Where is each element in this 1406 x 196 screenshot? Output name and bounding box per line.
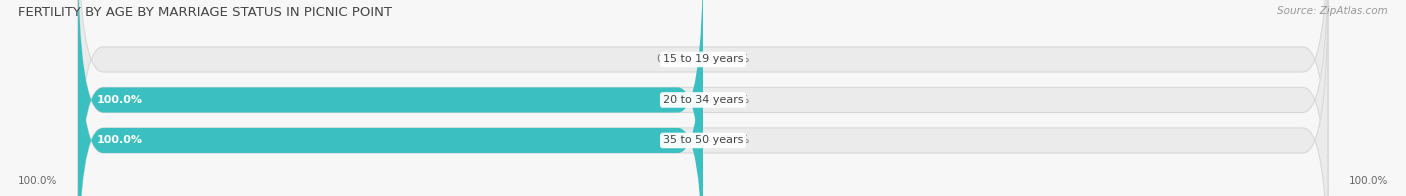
Text: 0.0%: 0.0%	[721, 95, 749, 105]
Text: Source: ZipAtlas.com: Source: ZipAtlas.com	[1277, 6, 1388, 16]
FancyBboxPatch shape	[79, 0, 703, 196]
Text: 20 to 34 years: 20 to 34 years	[662, 95, 744, 105]
FancyBboxPatch shape	[79, 0, 1327, 196]
FancyBboxPatch shape	[79, 0, 1327, 196]
FancyBboxPatch shape	[79, 0, 1327, 196]
Text: 0.0%: 0.0%	[657, 54, 685, 64]
Text: FERTILITY BY AGE BY MARRIAGE STATUS IN PICNIC POINT: FERTILITY BY AGE BY MARRIAGE STATUS IN P…	[18, 6, 392, 19]
Text: 100.0%: 100.0%	[97, 135, 143, 145]
Text: 100.0%: 100.0%	[18, 176, 58, 186]
Text: 100.0%: 100.0%	[97, 95, 143, 105]
Text: 0.0%: 0.0%	[721, 135, 749, 145]
FancyBboxPatch shape	[79, 0, 703, 196]
Text: 15 to 19 years: 15 to 19 years	[662, 54, 744, 64]
Text: 0.0%: 0.0%	[721, 54, 749, 64]
Text: 35 to 50 years: 35 to 50 years	[662, 135, 744, 145]
Text: 100.0%: 100.0%	[1348, 176, 1388, 186]
